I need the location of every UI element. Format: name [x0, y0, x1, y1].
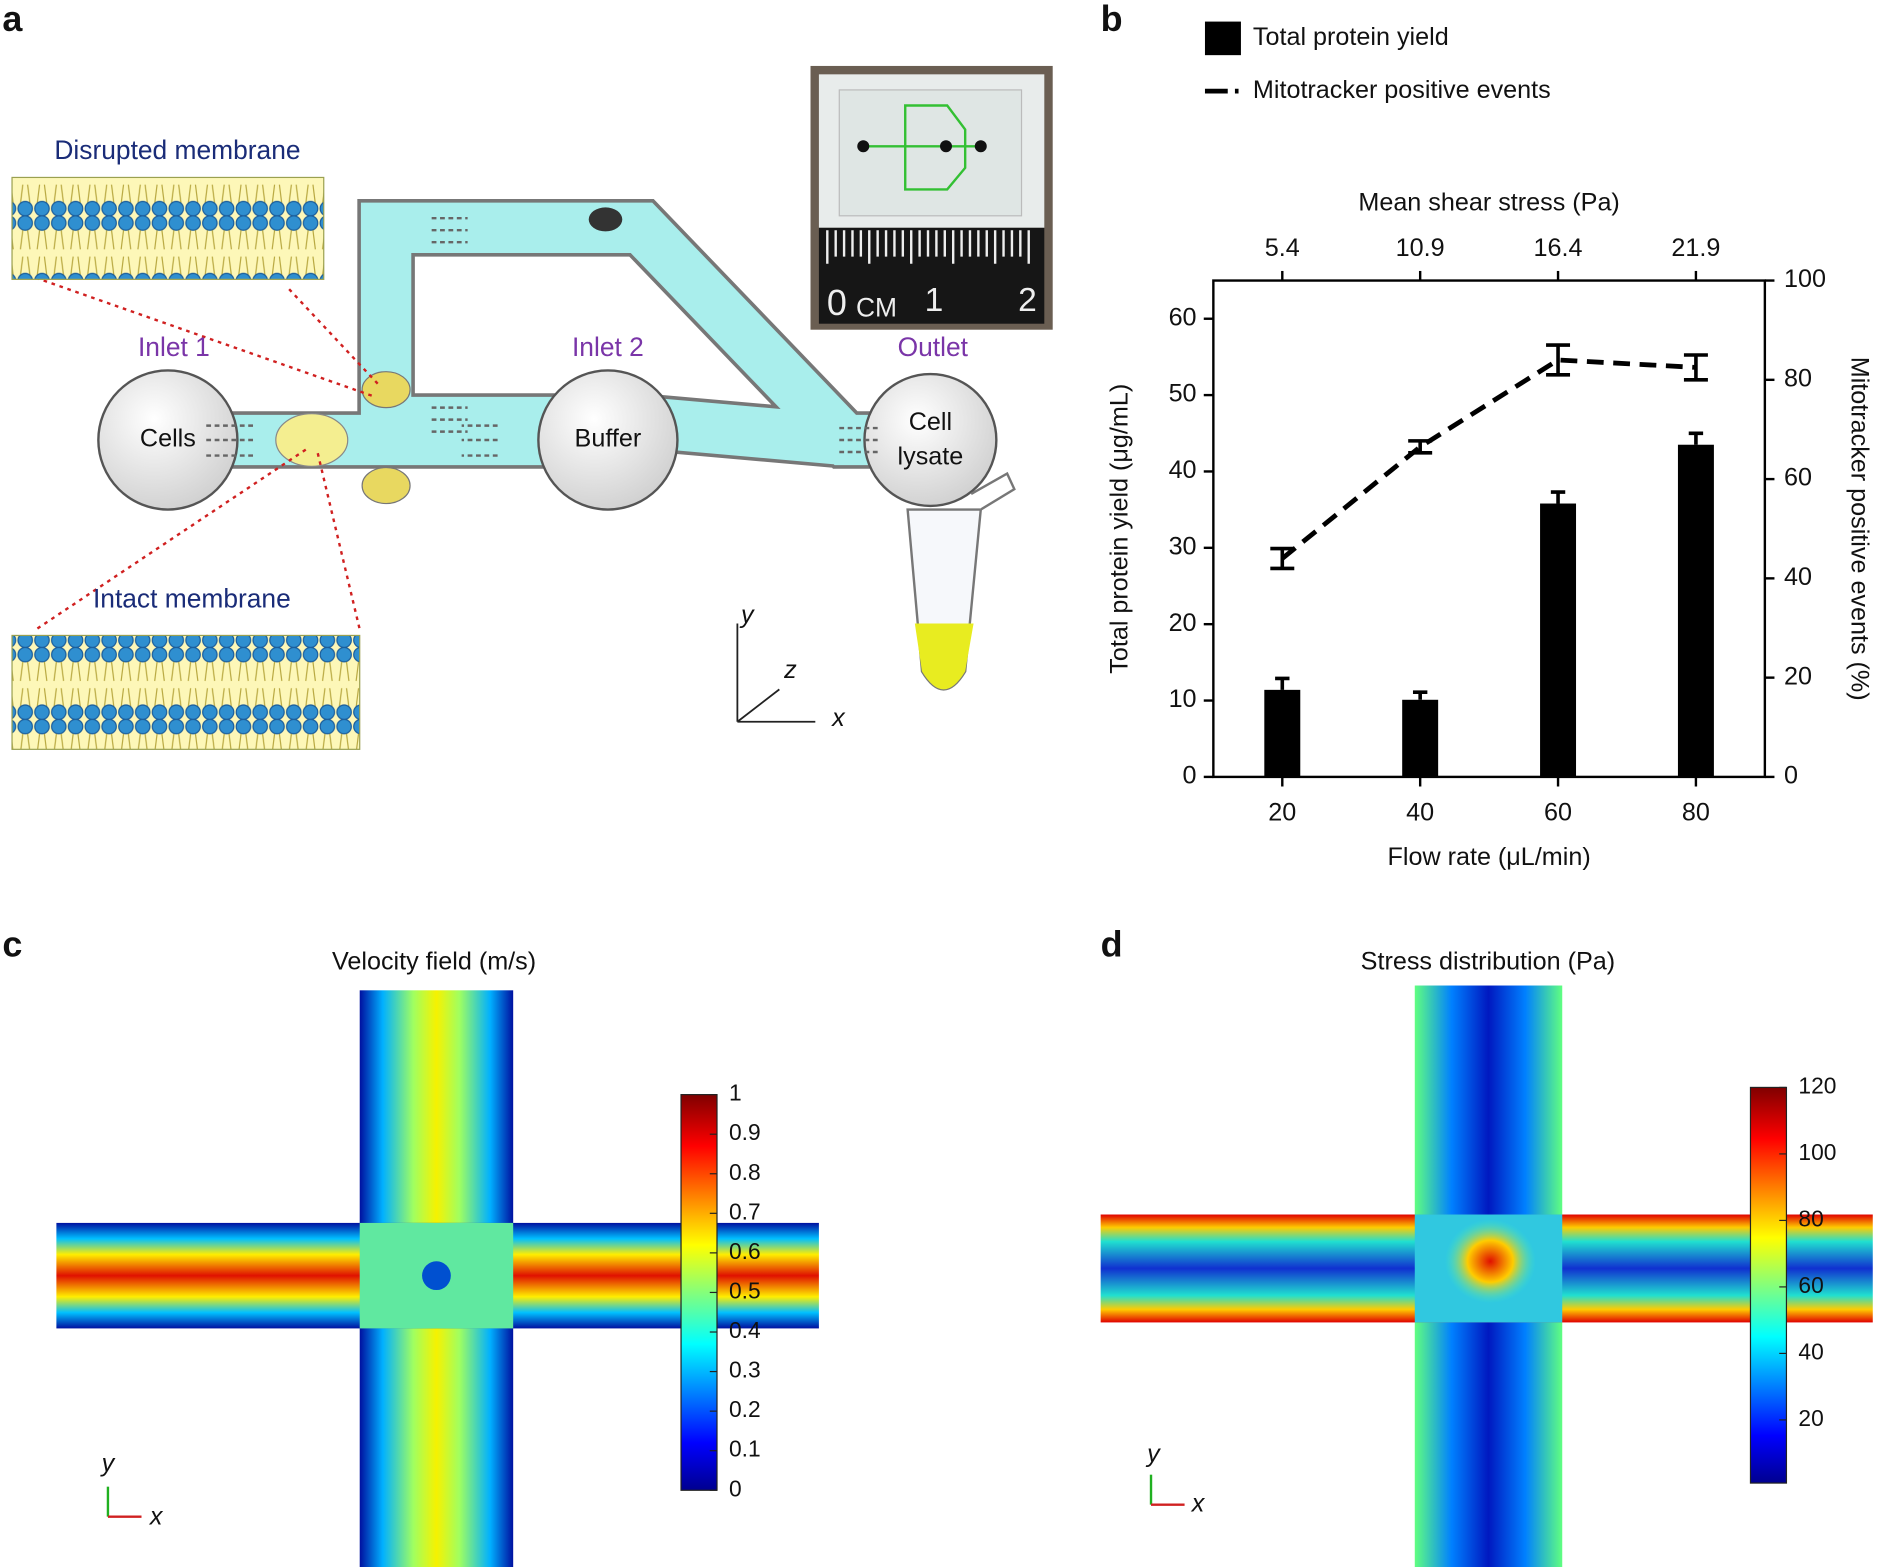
label: Outlet [898, 332, 969, 362]
x-tick-label: 60 [1544, 799, 1572, 827]
line [1280, 357, 1697, 561]
label: Cell [909, 408, 952, 436]
x2-tick-label: 21.9 [1671, 234, 1720, 262]
cells [275, 207, 623, 505]
y-tick-label: 60 [1169, 303, 1197, 331]
label: Inlet 1 [138, 332, 210, 362]
y2-tick-label: 0 [1784, 762, 1798, 790]
error-bar [1412, 690, 1428, 700]
axis-letter: x [1191, 1489, 1206, 1517]
legend-swatch [1204, 21, 1241, 56]
bar [1264, 689, 1301, 777]
y-tick-label: 40 [1169, 456, 1197, 484]
colorbar-label: 60 [1798, 1272, 1823, 1298]
bar [1402, 699, 1439, 777]
y2-tick-label: 60 [1784, 464, 1812, 492]
x-tick-label: 20 [1268, 799, 1296, 827]
error-bar [1546, 343, 1571, 377]
y2-tick-label: 100 [1784, 265, 1826, 293]
x-tick-label: 80 [1682, 799, 1710, 827]
colorbar-label: 40 [1798, 1338, 1823, 1364]
error-bar [1683, 353, 1708, 382]
y-tick-label: 10 [1169, 685, 1197, 713]
axis-letter: x [149, 1503, 164, 1531]
x2-axis-label: Mean shear stress (Pa) [1358, 188, 1619, 216]
field-title: Stress distribution (Pa) [1361, 947, 1615, 975]
colorbar-label: 20 [1798, 1405, 1823, 1431]
y-axis-label: Total protein yield (μg/mL) [1106, 384, 1134, 674]
y2-tick-label: 80 [1784, 364, 1812, 392]
bar [1540, 503, 1577, 777]
axis-letter: y [739, 601, 755, 629]
colorbar-label: 80 [1798, 1205, 1823, 1231]
panel-label: d [1101, 924, 1123, 965]
y-tick-label: 50 [1169, 380, 1197, 408]
field-axes [106, 1474, 1185, 1518]
x2-tick-label: 16.4 [1534, 234, 1583, 262]
error-bar [1408, 439, 1433, 455]
panel-label: c [2, 924, 22, 965]
colorbar-label: 0.7 [729, 1198, 761, 1224]
chip-photo [810, 65, 1053, 330]
y-tick-label: 0 [1183, 762, 1197, 790]
axis-letter: y [1145, 1440, 1161, 1468]
flow-arrows [206, 217, 882, 457]
ruler-label: CM [856, 292, 897, 322]
ruler-label: 2 [1018, 282, 1037, 319]
y2-tick-label: 40 [1784, 563, 1812, 591]
colorbar-label: 0.3 [729, 1357, 761, 1383]
colorbar-label: 0.8 [729, 1159, 761, 1185]
error-bar [1270, 546, 1295, 571]
y2-axis-label: Mitotracker positive events (%) [1846, 357, 1874, 701]
error-bar [1275, 676, 1290, 690]
x-axis-label: Flow rate (μL/min) [1388, 843, 1591, 871]
axis-letter: y [100, 1450, 116, 1478]
y2-tick-label: 20 [1784, 662, 1812, 690]
colorbar-label: 100 [1798, 1139, 1836, 1165]
colorbar-label: 1 [729, 1080, 742, 1106]
colorbar-label: 0.5 [729, 1277, 761, 1303]
tube [906, 471, 1016, 691]
bar [1677, 444, 1714, 777]
colorbar-label: 0.1 [729, 1436, 761, 1462]
y-tick-label: 20 [1169, 609, 1197, 637]
colorbar-label: 0 [729, 1475, 742, 1501]
label: Cells [140, 425, 196, 453]
colorbar [1749, 1086, 1788, 1484]
field-title: Velocity field (m/s) [332, 947, 536, 975]
label: Intact membrane [93, 584, 291, 614]
stress-field [1100, 985, 1873, 1567]
colorbar-label: 0.4 [729, 1317, 761, 1343]
plot-frame [1212, 279, 1767, 779]
error-bar [1688, 431, 1704, 445]
ruler-label: 1 [925, 282, 944, 319]
colorbar-label: 0.9 [729, 1119, 761, 1145]
axis-letter: x [831, 704, 846, 732]
x2-tick-label: 5.4 [1265, 234, 1300, 262]
axis-triad [736, 623, 816, 723]
colorbar-label: 0.6 [729, 1238, 761, 1264]
panel-label: b [1101, 0, 1123, 39]
panel-label: a [2, 0, 23, 39]
error-bar [1550, 490, 1566, 504]
legend-label: Mitotracker positive events [1253, 76, 1551, 104]
ruler-label: 0 [827, 282, 847, 323]
legend-label: Total protein yield [1253, 23, 1449, 51]
label: Buffer [575, 425, 642, 453]
label: Inlet 2 [572, 332, 644, 362]
x-tick-label: 40 [1406, 799, 1434, 827]
label: Disrupted membrane [54, 135, 300, 165]
label: lysate [898, 443, 964, 471]
membranes [11, 176, 361, 750]
x2-tick-label: 10.9 [1396, 234, 1445, 262]
y-tick-label: 30 [1169, 532, 1197, 560]
colorbar-label: 120 [1798, 1072, 1836, 1098]
colorbar-label: 0.2 [729, 1396, 761, 1422]
axis-letter: z [783, 656, 797, 684]
